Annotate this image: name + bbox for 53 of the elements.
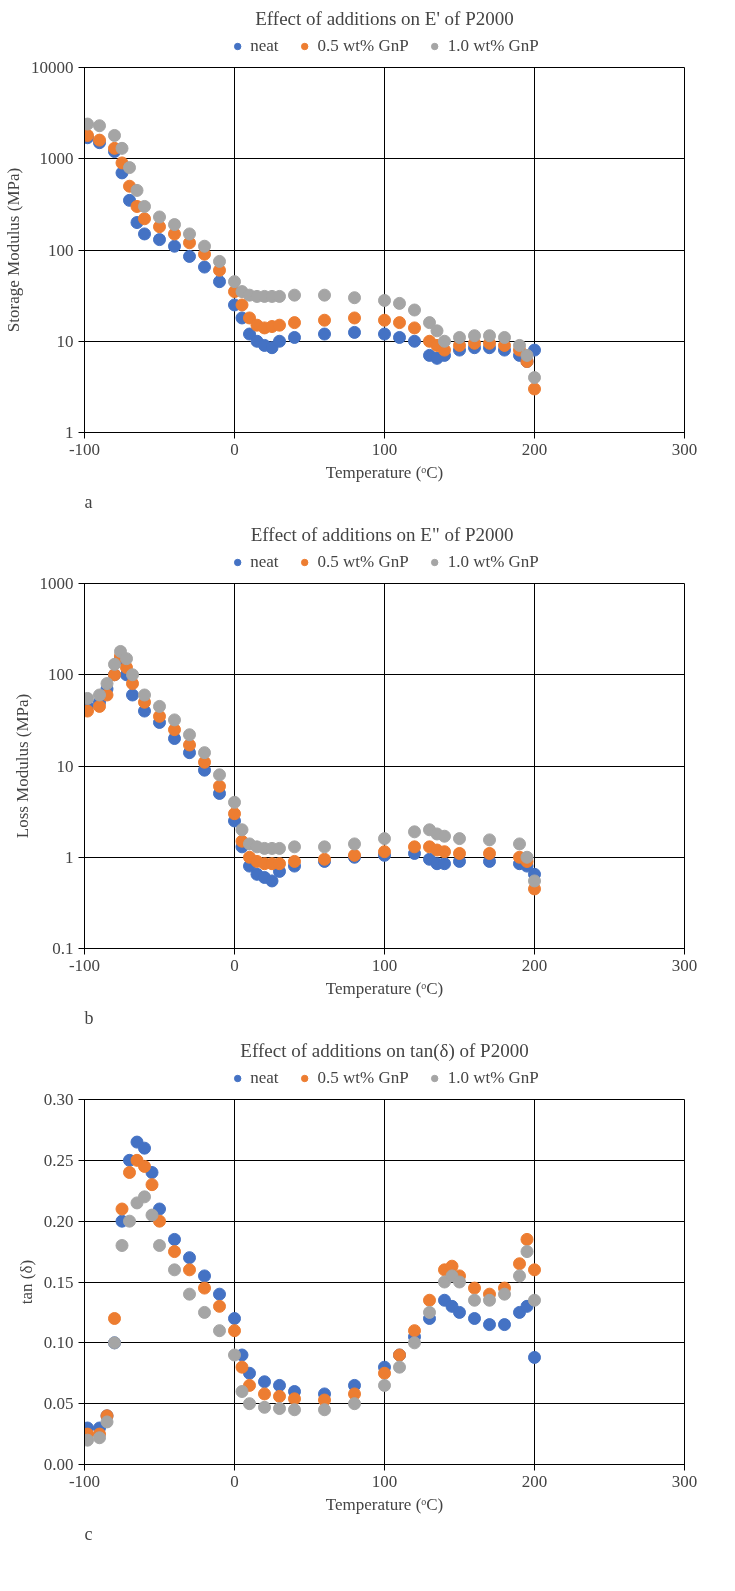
legend-label: 0.5 wt% GnP [317,552,409,572]
x-tick-label: 300 [671,1471,698,1491]
text: c [84,1523,93,1544]
y-tick-label: 10 [56,331,74,351]
x-tick-label: -100 [68,955,101,975]
y-tick-label: 0.10 [43,1333,74,1353]
y-tick-label: 0.20 [43,1211,74,1231]
chart-title: Effect of additions on E" of P2000 [250,523,514,545]
x-tick-label: 100 [371,1471,398,1491]
x-tick-label: 0 [230,439,239,459]
legend-label: 0.5 wt% GnP [317,36,409,56]
text: a [84,491,93,512]
legend-label: 1.0 wt% GnP [447,36,539,56]
y-tick-label: 0.00 [43,1455,74,1474]
x-tick-label: 0 [230,955,239,975]
y-tick-label: 10000 [31,58,74,77]
chart-title: Effect of additions on E' of P2000 [255,7,514,29]
chart-title: Effect of additions on tan(δ) of P2000 [240,1039,529,1062]
text: b [84,1007,94,1028]
legend-label: 1.0 wt% GnP [447,552,539,572]
legend-label: neat [250,1068,279,1088]
y-axis-title: Storage Modulus (MPa) [4,167,23,333]
legend-label: neat [250,552,279,572]
x-axis-title: Temperature (ᵒC) [325,462,444,482]
y-axis-title: Loss Modulus (MPa) [12,693,32,839]
y-tick-label: 10 [56,756,74,776]
y-tick-label: 1 [65,423,74,442]
x-tick-label: -100 [68,439,101,459]
y-tick-label: 0.05 [43,1394,74,1414]
x-axis-title: Temperature (ᵒC) [325,1494,444,1514]
y-tick-label: 1 [65,847,74,867]
x-tick-label: 100 [371,439,398,459]
legend-label: neat [250,36,279,56]
x-tick-label: 0 [230,1471,239,1491]
y-tick-label: 0.30 [43,1090,74,1109]
y-tick-label: 1000 [39,574,74,593]
x-tick-label: 300 [671,439,698,459]
y-tick-label: 100 [48,240,74,260]
x-tick-label: -100 [68,1471,101,1491]
legend-label: 1.0 wt% GnP [447,1068,539,1088]
y-tick-label: 100 [48,665,74,685]
y-tick-label: 0.15 [43,1272,74,1292]
y-tick-label: 0.25 [43,1150,74,1170]
y-axis-title: tan (δ) [16,1259,36,1305]
x-tick-label: 300 [671,955,698,975]
y-tick-label: 0.1 [52,939,74,958]
legend-label: 0.5 wt% GnP [317,1068,409,1088]
x-tick-label: 200 [521,955,548,975]
y-tick-label: 1000 [39,149,74,169]
x-tick-label: 200 [521,439,548,459]
x-tick-label: 100 [371,955,398,975]
x-tick-label: 200 [521,1471,548,1491]
x-axis-title: Temperature (ᵒC) [325,978,444,998]
